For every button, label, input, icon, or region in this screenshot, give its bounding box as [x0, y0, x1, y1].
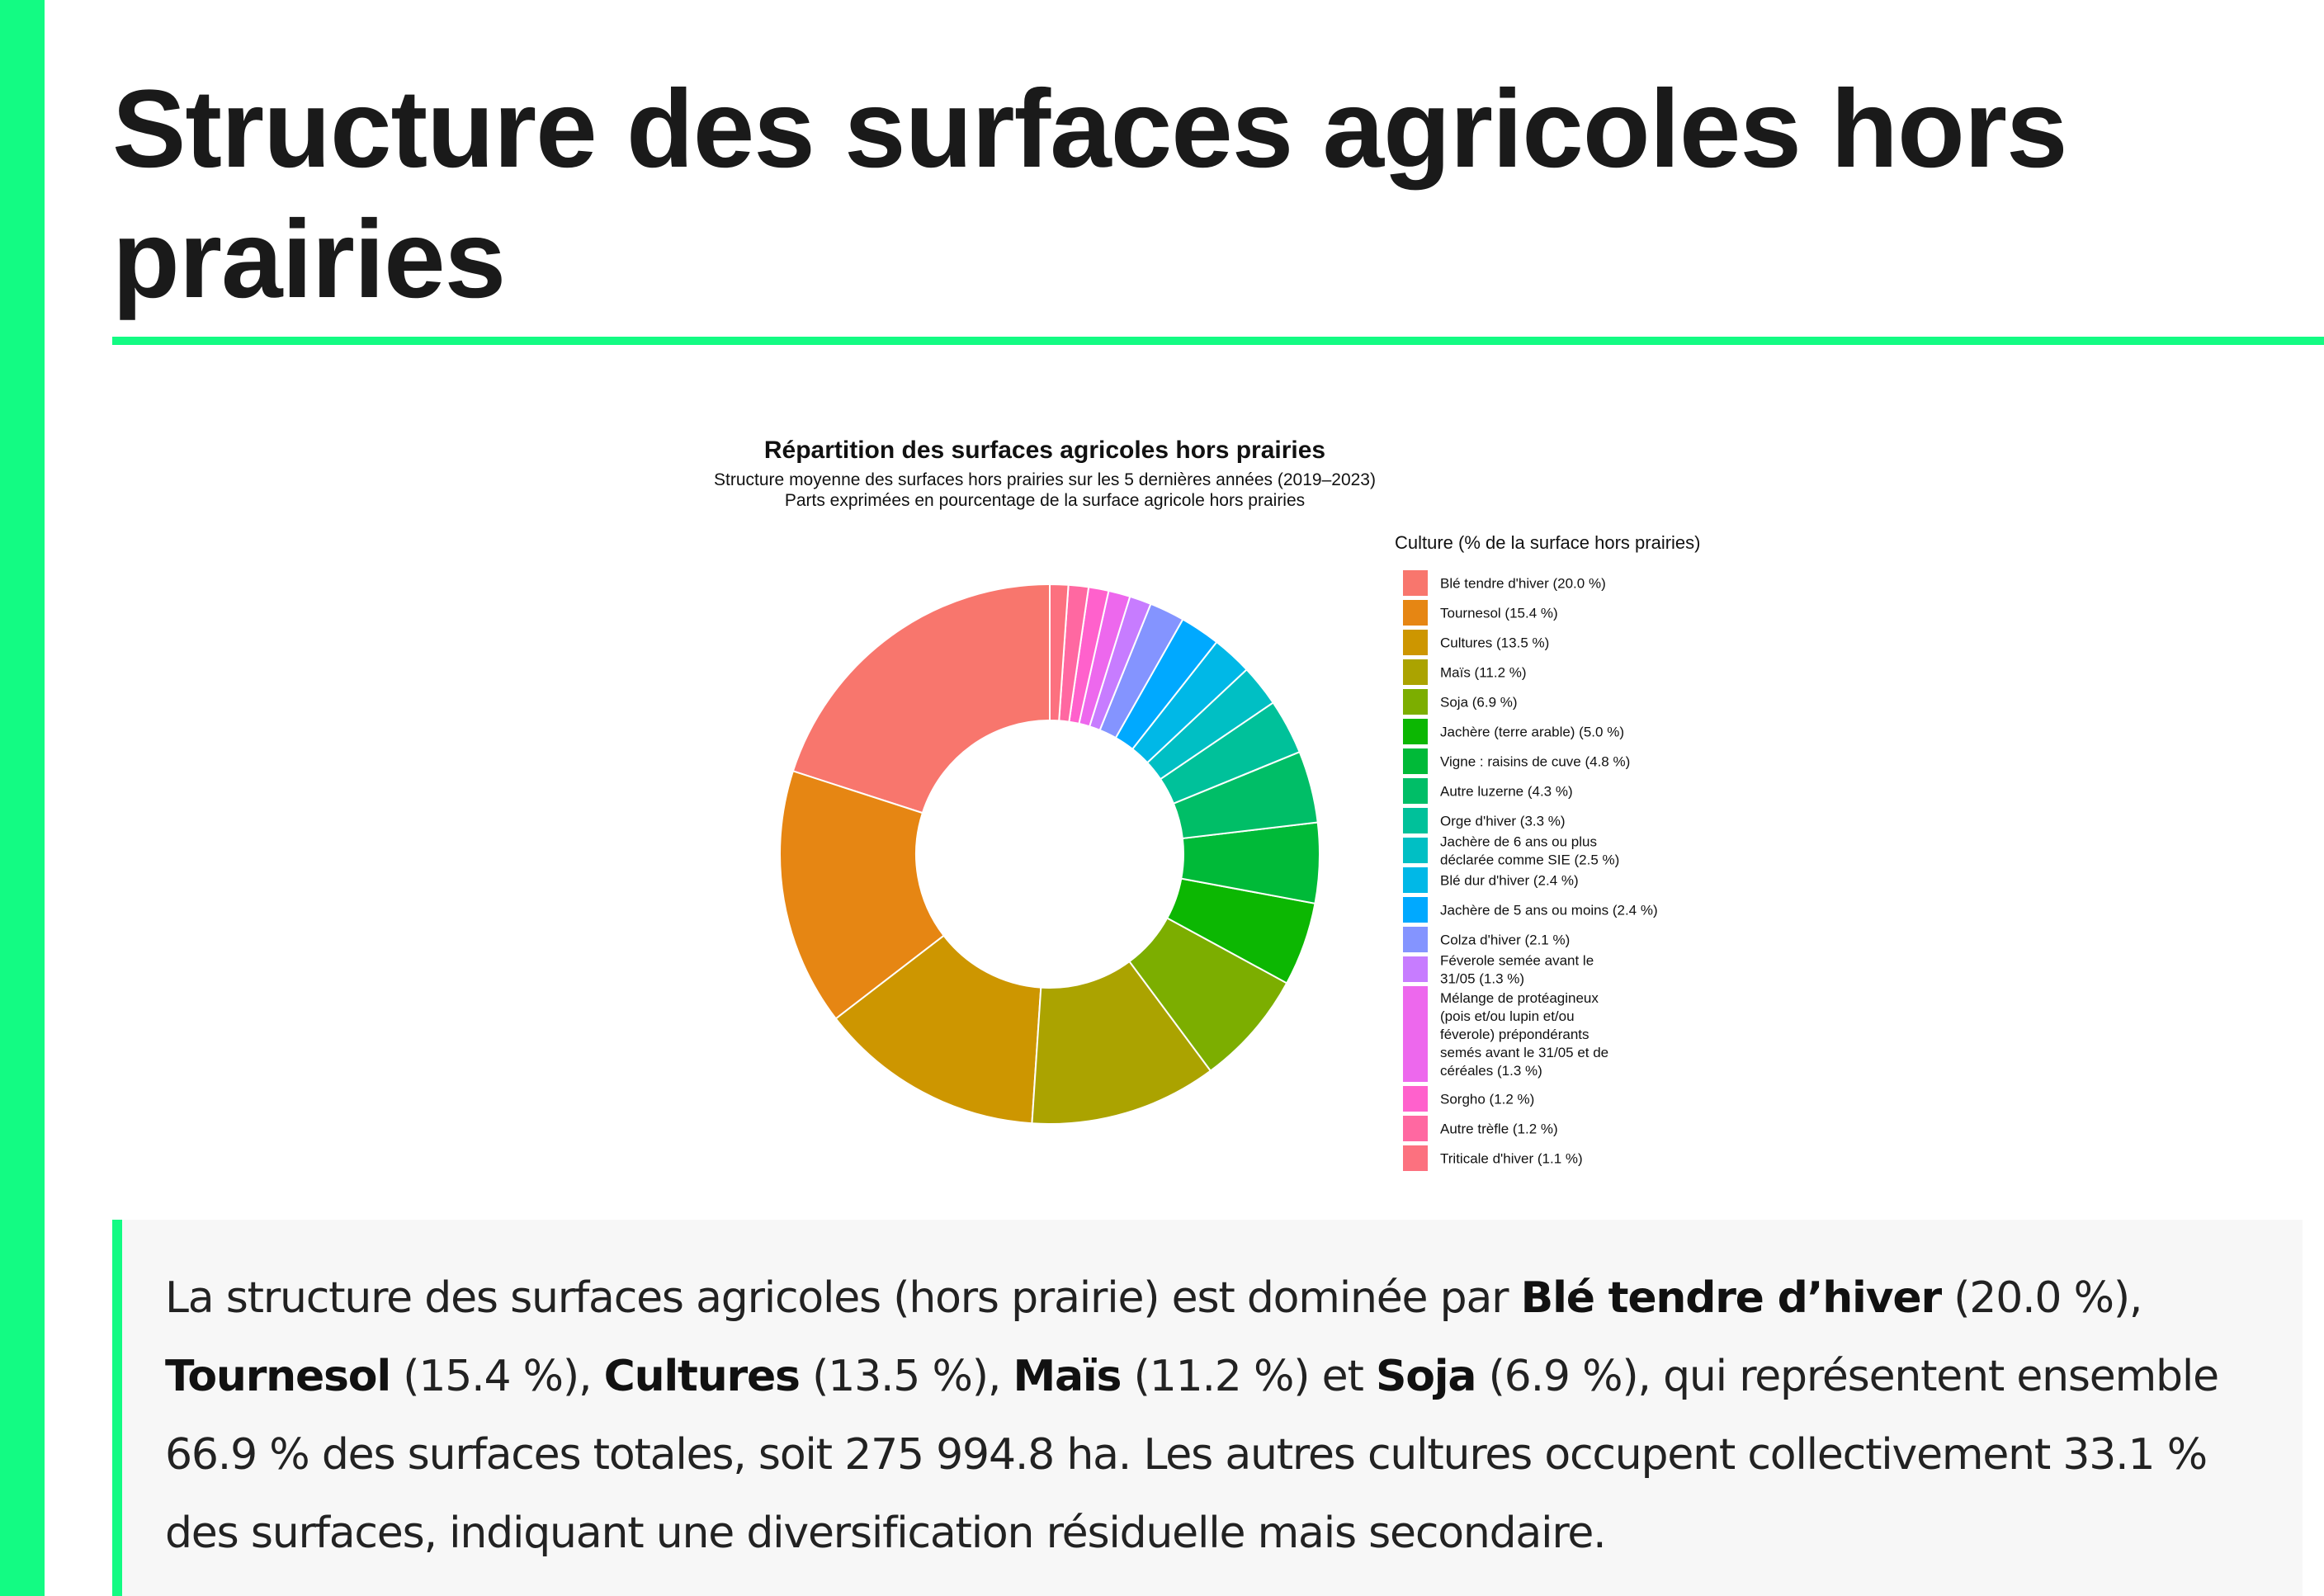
legend-key-8 [1403, 808, 1428, 833]
donut-slices [779, 583, 1320, 1125]
legend-label-5: Jachère (terre arable) (5.0 %) [1440, 725, 1624, 740]
legend-key-0 [1403, 570, 1428, 596]
legend-key-17 [1403, 1145, 1428, 1171]
legend-label-4: Soja (6.9 %) [1440, 695, 1518, 711]
legend: Blé tendre d'hiver (20.0 %) Tournesol (15… [1403, 570, 1658, 1171]
legend-label-13: Féverole semée avant le 31/05 (1.3 %) [1440, 953, 1594, 987]
legend-label-14: Mélange de protéagineux (pois et/ou lupin… [1440, 990, 1608, 1079]
title-underline [112, 337, 2324, 345]
legend-key-13 [1403, 956, 1428, 982]
summary-highlight: Soja [1375, 1352, 1476, 1401]
legend-title: Culture (% de la surface hors prairies) [1395, 532, 1700, 553]
legend-label-7: Autre luzerne (4.3 %) [1440, 784, 1573, 800]
legend-key-10 [1403, 867, 1428, 893]
summary-text: La structure des surfaces agricoles (hor… [165, 1259, 2278, 1573]
summary-highlight: Tournesol [165, 1352, 391, 1401]
donut-slice-1 [779, 770, 945, 1020]
donut-slice-0 [791, 583, 1051, 815]
donut-slice-2 [834, 934, 1042, 1125]
chart-subtitle-line1: Structure moyenne des surfaces hors prai… [714, 470, 1376, 489]
legend-key-2 [1403, 630, 1428, 655]
summary-text-part: (6.9 %), qui représentent ensemble 66.9 … [165, 1352, 2219, 1558]
legend-label-0: Blé tendre d'hiver (20.0 %) [1440, 576, 1606, 592]
legend-key-16 [1403, 1116, 1428, 1141]
summary-text-part: La structure des surfaces agricoles (hor… [165, 1273, 1521, 1323]
summary-text-part: (11.2 %) et [1121, 1352, 1376, 1401]
legend-key-6 [1403, 748, 1428, 774]
summary-text-part: (15.4 %), [390, 1352, 604, 1401]
legend-label-16: Autre trèfle (1.2 %) [1440, 1121, 1558, 1137]
legend-label-2: Cultures (13.5 %) [1440, 635, 1549, 651]
summary-callout: La structure des surfaces agricoles (hor… [112, 1220, 2303, 1596]
legend-label-6: Vigne : raisins de cuve (4.8 %) [1440, 754, 1630, 770]
legend-key-7 [1403, 778, 1428, 804]
legend-key-4 [1403, 689, 1428, 715]
legend-key-15 [1403, 1086, 1428, 1112]
summary-highlight: Cultures [603, 1352, 801, 1401]
legend-label-10: Blé dur d'hiver (2.4 %) [1440, 873, 1579, 889]
chart-subtitle-line2: Parts exprimées en pourcentage de la sur… [785, 491, 1305, 510]
legend-key-1 [1403, 600, 1428, 626]
legend-key-11 [1403, 897, 1428, 923]
legend-key-9 [1403, 838, 1428, 863]
legend-key-5 [1403, 719, 1428, 744]
summary-text-part: (20.0 %), [1940, 1273, 2142, 1323]
left-accent-bar [0, 0, 45, 1596]
legend-label-8: Orge d'hiver (3.3 %) [1440, 814, 1566, 829]
legend-label-3: Maïs (11.2 %) [1440, 665, 1527, 681]
legend-key-14 [1403, 986, 1428, 1082]
legend-label-12: Colza d'hiver (2.1 %) [1440, 933, 1570, 948]
legend-label-9: Jachère de 6 ans ou plus déclarée comme S… [1440, 834, 1619, 868]
legend-key-12 [1403, 927, 1428, 952]
chart-title: Répartition des surfaces agricoles hors … [764, 437, 1325, 464]
legend-label-11: Jachère de 5 ans ou moins (2.4 %) [1440, 903, 1658, 918]
page-title: Structure des surfaces agricoles hors pr… [112, 68, 2068, 321]
legend-label-17: Triticale d'hiver (1.1 %) [1440, 1151, 1583, 1167]
legend-label-15: Sorgho (1.2 %) [1440, 1092, 1534, 1107]
legend-label-1: Tournesol (15.4 %) [1440, 606, 1558, 621]
summary-highlight: Maïs [1013, 1352, 1122, 1401]
donut-slice-17 [1049, 583, 1070, 722]
donut-slice-3 [1031, 960, 1212, 1125]
summary-text-part: (13.5 %), [799, 1352, 1013, 1401]
summary-highlight: Blé tendre d’hiver [1520, 1273, 1942, 1323]
legend-key-3 [1403, 659, 1428, 685]
